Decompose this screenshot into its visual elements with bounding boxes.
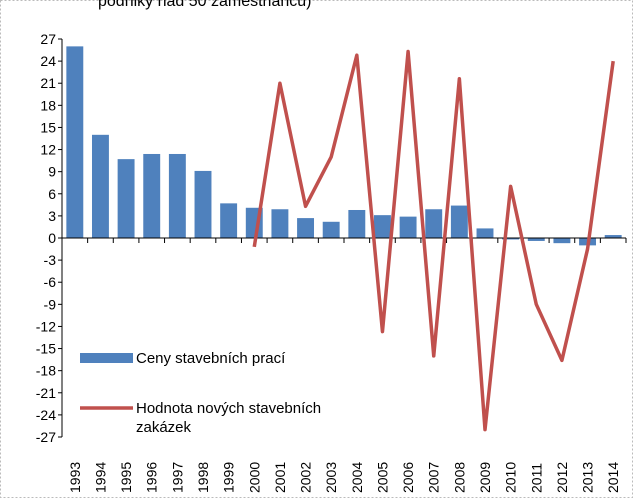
bar bbox=[117, 159, 135, 238]
y-tick-label: 12 bbox=[40, 142, 56, 158]
x-tick-label: 1994 bbox=[92, 462, 108, 493]
y-tick-label: -18 bbox=[36, 363, 56, 379]
bar bbox=[476, 228, 494, 238]
x-tick-label: 2000 bbox=[246, 462, 262, 493]
y-tick-label: -15 bbox=[36, 341, 56, 357]
x-tick-label: 1995 bbox=[118, 462, 134, 493]
bar bbox=[502, 238, 520, 240]
legend-label: Ceny stavebních prací bbox=[136, 350, 286, 367]
bar bbox=[348, 209, 366, 238]
legend-label: Hodnota nových stavebních zakázek bbox=[136, 400, 322, 436]
x-tick-label: 1997 bbox=[169, 462, 185, 493]
x-tick-label: 2003 bbox=[323, 462, 339, 493]
y-tick-label: 3 bbox=[48, 208, 56, 224]
x-tick-label: 2004 bbox=[349, 462, 365, 493]
bar bbox=[553, 238, 571, 244]
x-tick-label: 1996 bbox=[144, 462, 160, 493]
legend-swatch bbox=[80, 353, 133, 363]
x-tick-label: 2010 bbox=[503, 462, 519, 493]
line-series bbox=[252, 49, 615, 432]
y-tick-label: -6 bbox=[44, 274, 57, 290]
x-tick-label: 2002 bbox=[298, 462, 314, 493]
bar bbox=[168, 153, 186, 238]
x-tick-label: 2005 bbox=[374, 462, 390, 493]
y-tick-label: 6 bbox=[48, 186, 56, 202]
y-tick-label: 27 bbox=[40, 31, 56, 47]
x-tick-label: 2012 bbox=[554, 462, 570, 493]
y-tick-label: -12 bbox=[36, 318, 56, 334]
bar bbox=[91, 134, 109, 238]
bar bbox=[322, 221, 340, 238]
x-tick-label: 2008 bbox=[451, 462, 467, 493]
bar bbox=[271, 209, 289, 238]
x-tick-label: 2011 bbox=[528, 463, 544, 493]
x-tick-label: 2006 bbox=[400, 462, 416, 493]
y-tick-label: -27 bbox=[36, 429, 56, 445]
y-tick-label: 21 bbox=[40, 75, 56, 91]
bar bbox=[143, 153, 161, 238]
y-tick-label: 15 bbox=[40, 119, 56, 135]
bar bbox=[399, 216, 417, 238]
bar bbox=[425, 209, 443, 238]
bar bbox=[297, 218, 315, 238]
bar bbox=[450, 205, 468, 238]
bar bbox=[194, 170, 212, 238]
y-tick-label: -9 bbox=[44, 296, 57, 312]
x-tick-label: 2013 bbox=[580, 462, 596, 493]
y-tick-label: 24 bbox=[40, 53, 56, 69]
x-tick-label: 1993 bbox=[67, 462, 83, 493]
y-tick-label: -24 bbox=[36, 407, 56, 423]
x-tick-label: 2009 bbox=[477, 462, 493, 493]
bar bbox=[373, 215, 391, 238]
y-tick-label: -3 bbox=[44, 252, 57, 268]
y-tick-label: 18 bbox=[40, 97, 56, 113]
chart-title: podniky nad 50 zaměstnanců) bbox=[98, 0, 311, 10]
y-tick-label: 9 bbox=[48, 164, 56, 180]
bar bbox=[604, 235, 622, 238]
x-tick-label: 1999 bbox=[221, 462, 237, 493]
bar bbox=[220, 203, 238, 238]
bar bbox=[527, 238, 545, 241]
x-tick-label: 1998 bbox=[195, 462, 211, 493]
x-tick-label: 2014 bbox=[605, 462, 621, 493]
y-tick-label: -21 bbox=[36, 385, 56, 401]
x-tick-label: 2007 bbox=[426, 462, 442, 493]
bar bbox=[66, 46, 84, 239]
y-tick-label: 0 bbox=[48, 230, 56, 246]
x-tick-label: 2001 bbox=[272, 462, 288, 493]
